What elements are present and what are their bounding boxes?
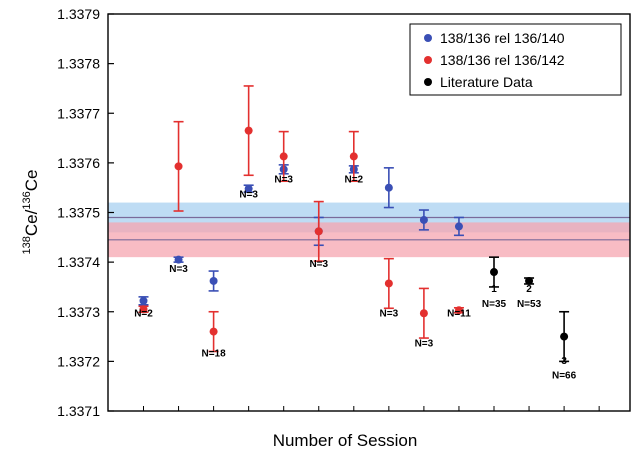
legend-marker — [424, 34, 432, 42]
data-point — [454, 222, 463, 231]
y-tick-label: 1.3371 — [57, 403, 100, 419]
annotation-label: N=3 — [274, 175, 293, 186]
annotation-label: N=3 — [415, 338, 434, 349]
y-axis-label: 138Ce/136Ce — [21, 170, 41, 255]
data-point — [384, 183, 393, 192]
data-point — [525, 276, 534, 285]
plot-frame — [107, 13, 631, 412]
annotation-label: N=2 — [134, 309, 153, 320]
annotation-label: N=3 — [309, 259, 328, 270]
data-point — [419, 309, 428, 318]
data-point — [209, 327, 218, 336]
y-tick-label: 1.3377 — [57, 105, 100, 121]
data-point — [209, 276, 218, 285]
legend-label: 138/136 rel 136/140 — [440, 30, 565, 46]
annotation-label: 1 — [491, 284, 497, 295]
data-point — [314, 227, 323, 236]
annotation-label: N=2 — [344, 175, 363, 186]
annotation-label: 2 — [526, 284, 532, 295]
y-tick-label: 1.3375 — [57, 205, 100, 221]
annotations: N=2 N=3 N=18 N=3 N=3 N=3 N=2 N=3 N=3 N=11 1 N=35 2 N=… — [134, 175, 576, 382]
annotation-label: 3 — [561, 356, 567, 367]
data-point — [244, 126, 253, 135]
y-tick-label: 1.3372 — [57, 353, 100, 369]
legend-label: 138/136 rel 136/142 — [440, 52, 565, 68]
data-point — [454, 306, 463, 315]
data-point — [419, 215, 428, 224]
legend-entry-1: 138/136 rel 136/140 — [424, 30, 565, 46]
data-point — [560, 332, 569, 341]
data-point — [279, 152, 288, 161]
data-point — [139, 296, 148, 305]
legend: 138/136 rel 136/140 138/136 rel 136/142 … — [409, 23, 622, 96]
y-tick-label: 1.3376 — [57, 155, 100, 171]
series — [489, 256, 570, 363]
annotation-label: N=66 — [552, 371, 577, 382]
reference-bands — [108, 202, 630, 258]
annotation-label: N=18 — [202, 348, 227, 359]
data-point — [139, 305, 148, 314]
data-point — [244, 184, 253, 193]
annotation-label: N=3 — [239, 190, 258, 201]
legend-marker — [424, 56, 432, 64]
y-tick-label: 1.3379 — [57, 6, 100, 22]
data-point — [490, 268, 498, 277]
annotation-label: N=11 — [447, 309, 471, 320]
annotation-label: N=35 — [482, 299, 507, 310]
y-tick-label: 1.3378 — [57, 56, 100, 72]
y-axis: 1.3371 1.3372 1.3373 1.3374 1.3375 1.3376 1.33… — [57, 6, 114, 419]
data-point — [174, 162, 183, 171]
series — [138, 85, 464, 353]
x-minor-ticks — [143, 406, 600, 411]
data-point — [349, 152, 358, 161]
legend-marker — [424, 78, 432, 86]
x-axis-label: Number of Session — [273, 431, 418, 450]
legend-entry-3: Literature Data — [424, 74, 533, 90]
data-series — [138, 85, 570, 363]
y-tick-label: 1.3373 — [57, 304, 100, 320]
legend-label: Literature Data — [440, 74, 533, 90]
legend-entry-2: 138/136 rel 136/142 — [424, 52, 565, 68]
y-tick-label: 1.3374 — [57, 254, 100, 270]
legend-box — [409, 23, 622, 96]
annotation-label: N=3 — [380, 309, 399, 320]
annotation-label: N=53 — [517, 299, 542, 310]
data-point — [174, 255, 183, 264]
data-point — [384, 279, 393, 288]
annotation-label: N=3 — [169, 264, 188, 275]
